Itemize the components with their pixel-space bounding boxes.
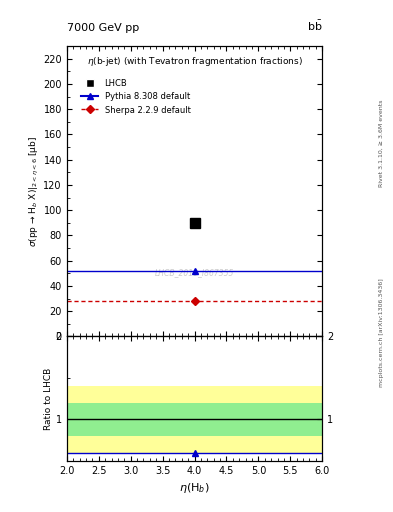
Bar [67,403,322,436]
Text: LHCB_2010_I867355: LHCB_2010_I867355 [155,268,234,277]
Y-axis label: $\sigma$(pp → H$_b$ X)|$_{2<\eta<6}$ [μb]: $\sigma$(pp → H$_b$ X)|$_{2<\eta<6}$ [μb… [28,136,40,247]
Bar [67,386,322,453]
Text: b$\bar{\mathrm{b}}$: b$\bar{\mathrm{b}}$ [307,19,322,33]
Y-axis label: Ratio to LHCB: Ratio to LHCB [44,368,53,430]
X-axis label: $\eta$(H$_b$): $\eta$(H$_b$) [179,481,210,495]
Text: Rivet 3.1.10, ≥ 3.6M events: Rivet 3.1.10, ≥ 3.6M events [379,100,384,187]
Text: $\eta$(b-jet) (with Tevatron fragmentation fractions): $\eta$(b-jet) (with Tevatron fragmentati… [86,55,303,68]
Legend: LHCB, Pythia 8.308 default, Sherpa 2.2.9 default: LHCB, Pythia 8.308 default, Sherpa 2.2.9… [81,79,190,115]
Text: 7000 GeV pp: 7000 GeV pp [67,23,139,33]
Text: mcplots.cern.ch [arXiv:1306.3436]: mcplots.cern.ch [arXiv:1306.3436] [379,279,384,387]
